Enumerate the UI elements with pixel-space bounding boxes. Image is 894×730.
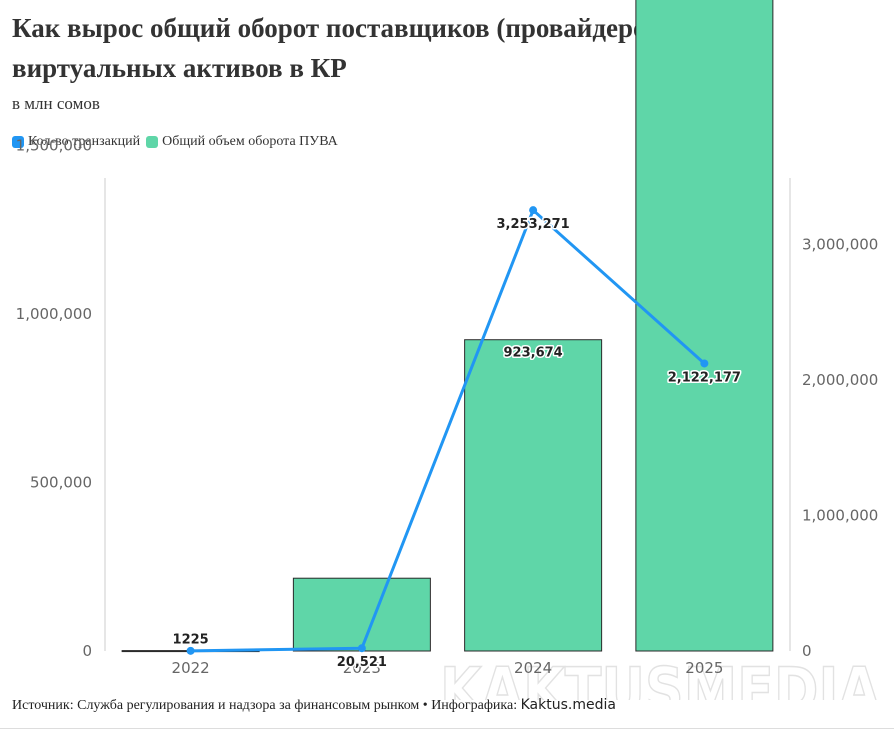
line-series <box>186 206 709 655</box>
right-axis-tick-label: 3,000,000 <box>802 236 878 254</box>
line-point <box>529 206 538 215</box>
x-axis-tick-label: 2022 <box>172 659 210 677</box>
left-axis-tick-label: 0 <box>82 642 92 660</box>
x-axis-tick-label: 2024 <box>514 659 552 677</box>
watermark-logo: KAKTUSMEDIA <box>440 654 880 700</box>
bar <box>635 0 774 652</box>
line-data-label: 20,521 <box>337 655 387 670</box>
left-axis-tick-label: 1,000,000 <box>16 305 92 323</box>
data-labels: 1225923,6742,735,06220,5213,253,2712,122… <box>171 216 742 672</box>
legend-label-turnover: Общий объем оборота ПУВА <box>162 134 338 149</box>
right-axis-tick-label: 0 <box>802 642 812 660</box>
line-point <box>357 644 366 653</box>
chart-title: Как вырос общий оборот поставщиков (пров… <box>12 13 742 83</box>
line-point <box>186 646 195 655</box>
x-axis-tick-label: 2025 <box>685 659 723 677</box>
footer-source: Источник: Служба регулирования и надзора… <box>12 697 616 714</box>
left-axis-tick-label: 1,500,000 <box>16 137 92 155</box>
bar <box>292 577 431 652</box>
legend: Кол-во транзакций Общий объем оборота ПУ… <box>12 134 344 150</box>
x-axis-tick-label: 2023 <box>343 659 381 677</box>
legend-label-transactions: Кол-во транзакций <box>28 134 141 149</box>
right-axis-tick-label: 2,000,000 <box>802 371 878 389</box>
left-axis-tick-label: 500,000 <box>30 474 92 492</box>
footer-divider <box>0 728 894 729</box>
axes: 0500,0001,000,0001,500,0002,000,0002,500… <box>16 137 879 678</box>
footer-credit: Kaktus.media <box>520 697 616 713</box>
line-point <box>700 359 709 368</box>
legend-swatch-turnover <box>146 136 159 148</box>
bars <box>121 0 774 653</box>
bar-data-label: 923,674 <box>504 346 563 361</box>
legend-swatch-transactions <box>12 136 24 148</box>
legend-item-transactions[interactable]: Кол-во транзакций <box>12 134 140 150</box>
legend-item-turnover[interactable]: Общий объем оборота ПУВА <box>146 134 338 150</box>
footer-source-text: Источник: Служба регулирования и надзора… <box>12 698 521 713</box>
line-data-label: 2,122,177 <box>668 370 741 385</box>
right-axis-tick-label: 1,000,000 <box>802 507 878 525</box>
line-data-label: 3,253,271 <box>497 217 570 232</box>
line-path <box>190 208 706 653</box>
bar-data-label: 1225 <box>173 633 209 648</box>
chart-subtitle: в млн сомов <box>12 94 100 113</box>
bar <box>464 339 603 652</box>
combo-chart: KAKTUSMEDIA 0 500,000 1,000,000 1,500,000 2,… <box>16 0 881 700</box>
